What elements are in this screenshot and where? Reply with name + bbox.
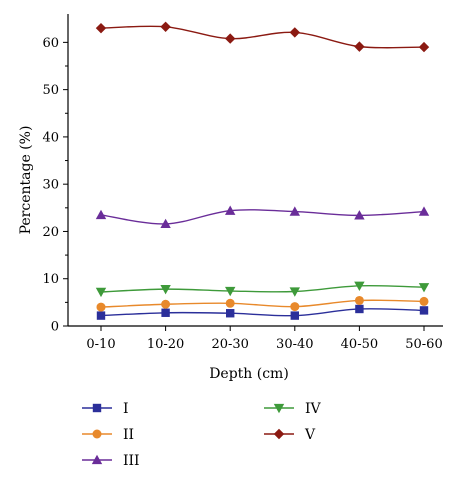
- data-point: [225, 298, 235, 308]
- x-tick-label: 10-20: [147, 337, 184, 352]
- data-point: [161, 299, 171, 309]
- data-point: [419, 296, 429, 306]
- data-point: [289, 27, 300, 38]
- data-point: [161, 308, 170, 317]
- series-iv: [95, 281, 430, 298]
- y-axis-label: Percentage (%): [18, 126, 34, 235]
- data-point: [418, 283, 430, 293]
- data-point: [95, 287, 107, 298]
- data-point: [160, 218, 171, 229]
- x-tick-label: 20-30: [211, 337, 248, 352]
- data-point: [354, 281, 365, 292]
- legend-marker: [273, 428, 285, 440]
- data-point: [226, 309, 235, 318]
- legend-marker: [91, 454, 103, 465]
- data-point: [418, 206, 430, 216]
- data-point: [289, 287, 300, 297]
- data-point: [290, 302, 300, 312]
- series-i: [96, 304, 429, 320]
- data-point: [355, 304, 364, 314]
- series-line: [100, 299, 425, 308]
- data-point: [225, 205, 236, 215]
- series-ii: [96, 295, 429, 312]
- legend-label: III: [123, 453, 140, 469]
- data-point: [225, 33, 236, 44]
- series-line: [100, 284, 425, 293]
- series-layer: [95, 21, 430, 320]
- axes: 0 10 20 30 40 50 60 0-10 10-20 20-30 30-40 40-50 50-…: [42, 14, 443, 352]
- x-axis-label: Depth (cm): [209, 366, 289, 382]
- series-iii: [95, 205, 430, 229]
- legend-label: V: [304, 427, 316, 443]
- data-point: [354, 41, 365, 52]
- legend-marker: [92, 403, 102, 413]
- series-v: [95, 21, 430, 53]
- data-point: [95, 209, 107, 220]
- legend-item-ii: II: [82, 427, 134, 443]
- legend-marker: [92, 429, 102, 439]
- data-point: [96, 311, 106, 320]
- y-tick-label: 0: [51, 320, 59, 335]
- data-point: [290, 311, 299, 320]
- data-point: [160, 21, 171, 32]
- legend-item-iv: IV: [264, 401, 322, 417]
- y-tick-label: 10: [42, 272, 59, 287]
- y-tick-label: 50: [42, 83, 59, 98]
- data-point: [160, 284, 171, 295]
- data-point: [96, 302, 106, 312]
- legend-item-i: I: [82, 401, 129, 417]
- data-point: [354, 210, 365, 220]
- x-tick-label: 0-10: [86, 337, 115, 352]
- data-point: [95, 22, 107, 34]
- data-point: [418, 41, 430, 53]
- x-tick-label: 40-50: [341, 337, 378, 352]
- data-point: [419, 306, 429, 315]
- y-tick-label: 20: [42, 225, 59, 240]
- legend-label: I: [123, 401, 129, 417]
- x-tick-label: 50-60: [405, 337, 442, 352]
- y-tick-label: 30: [42, 178, 59, 193]
- series-line: [100, 25, 425, 49]
- data-point: [289, 206, 300, 216]
- series-line: [100, 308, 425, 317]
- data-point: [354, 295, 364, 305]
- y-tick-label: 60: [42, 36, 59, 51]
- legend-label: IV: [305, 401, 322, 417]
- legend-label: II: [123, 427, 134, 443]
- x-tick-label: 30-40: [276, 337, 313, 352]
- legend-item-iii: III: [82, 453, 140, 469]
- y-tick-label: 40: [42, 130, 59, 145]
- data-point: [225, 286, 236, 297]
- legend-item-v: V: [264, 427, 316, 443]
- legend-marker: [273, 403, 285, 414]
- series-line: [100, 209, 425, 225]
